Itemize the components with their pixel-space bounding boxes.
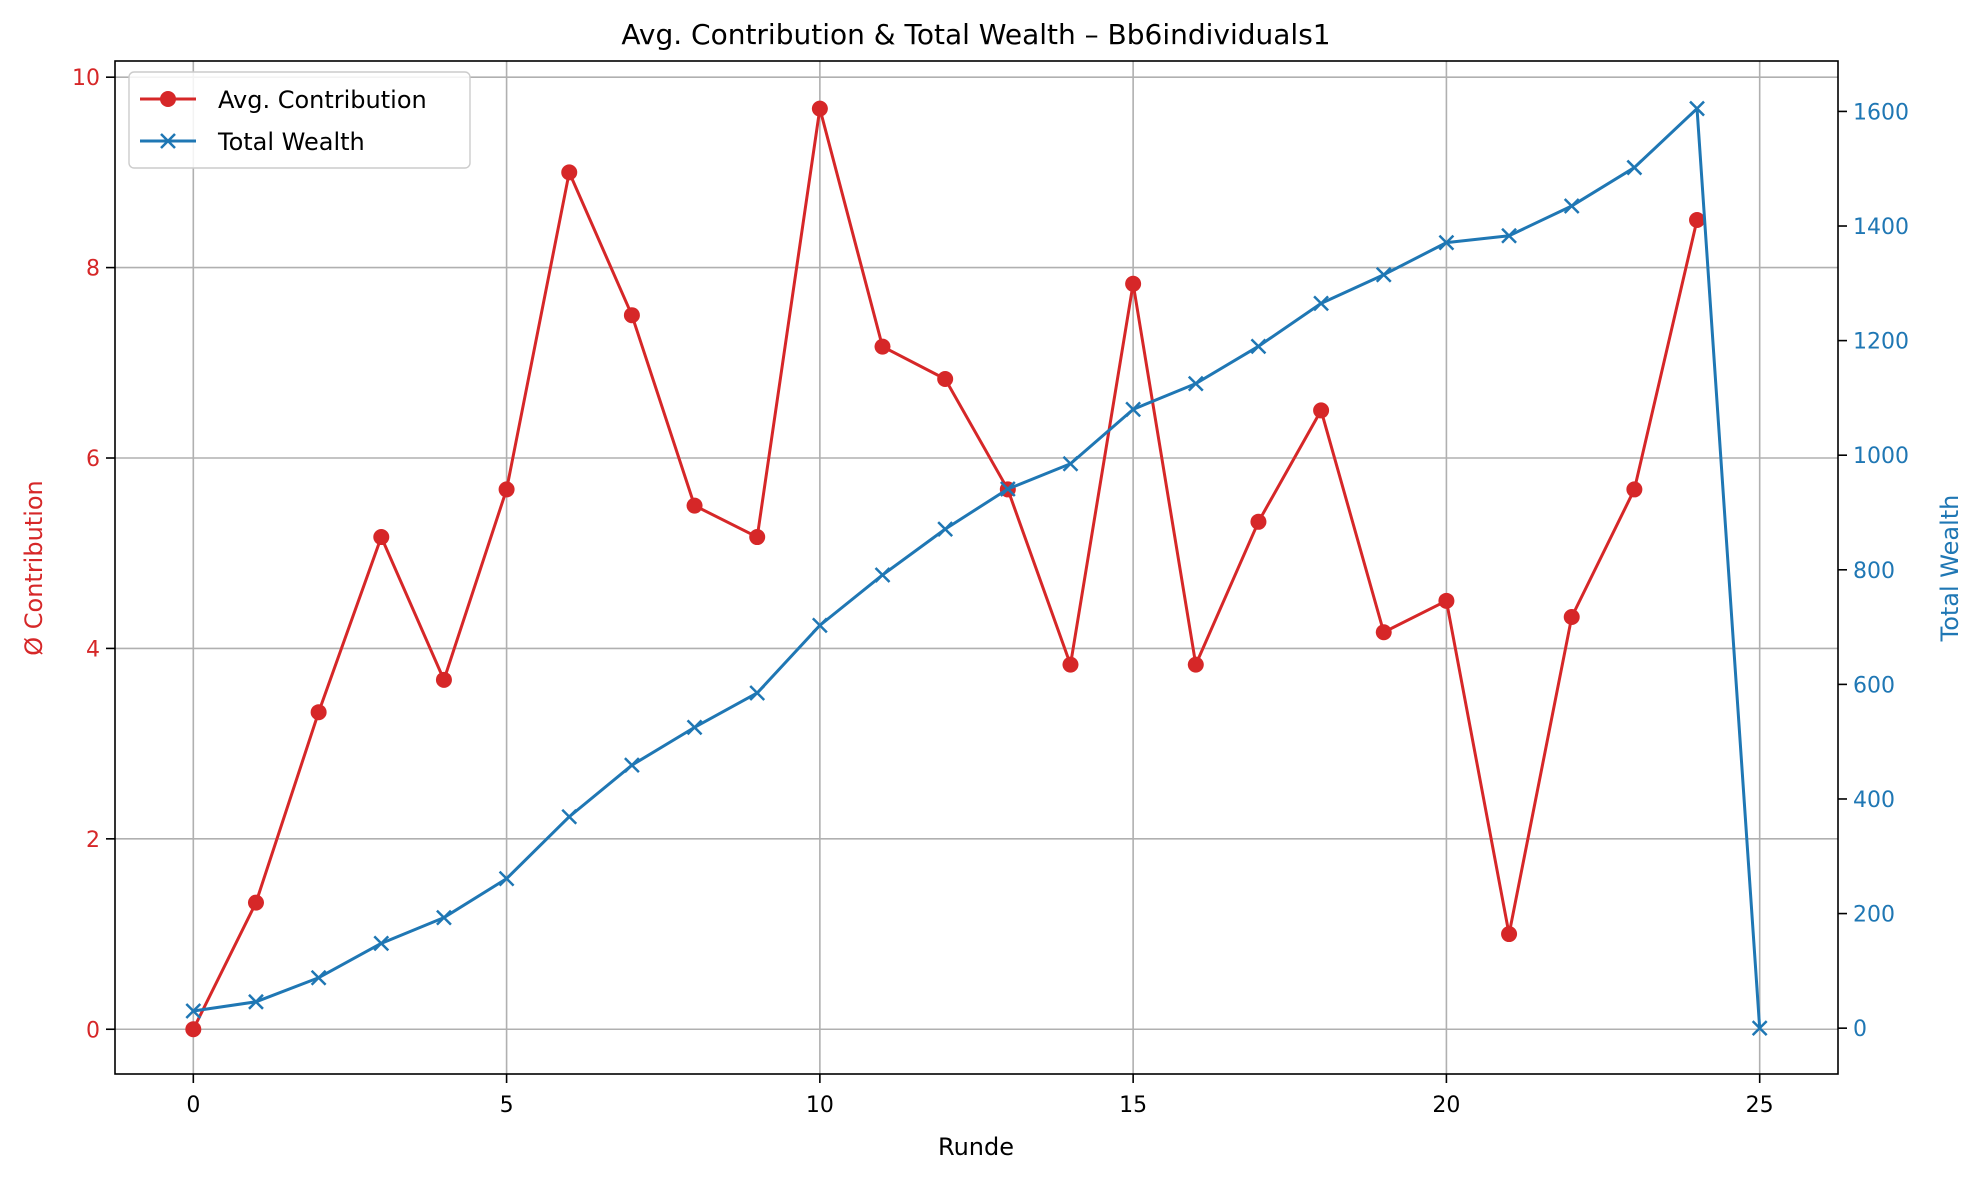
data-point-avg-contribution	[749, 529, 766, 546]
y-right-tick-label: 0	[1853, 1017, 1867, 1042]
data-point-avg-contribution	[937, 370, 954, 387]
data-point-avg-contribution	[561, 164, 578, 181]
data-point-total-wealth	[999, 481, 1016, 497]
y-axis-label-left: Ø Contribution	[20, 480, 48, 656]
data-point-total-wealth	[1250, 338, 1267, 355]
series-layer	[185, 100, 1768, 1038]
data-point-total-wealth	[1501, 227, 1517, 244]
y-right-tick-label: 800	[1853, 559, 1895, 584]
y-left-tick-label: 0	[86, 1018, 100, 1043]
data-point-total-wealth	[1313, 295, 1329, 312]
y-left-tick-label: 4	[86, 637, 100, 662]
data-point-avg-contribution	[874, 338, 891, 355]
data-point-total-wealth	[1626, 159, 1643, 176]
data-point-avg-contribution	[1563, 609, 1580, 626]
data-point-total-wealth	[874, 567, 891, 583]
data-point-total-wealth	[811, 617, 828, 634]
plot-frame	[114, 60, 1839, 1075]
x-tick-label: 20	[1432, 1093, 1460, 1118]
data-point-total-wealth	[373, 935, 390, 952]
data-point-avg-contribution	[1062, 656, 1079, 673]
data-point-total-wealth	[686, 719, 703, 736]
data-point-avg-contribution	[310, 704, 327, 721]
data-point-total-wealth	[1187, 375, 1204, 392]
x-tick-label: 10	[806, 1093, 834, 1118]
y-left-tick-label: 2	[86, 828, 100, 853]
legend-entry-total-wealth: Total Wealth	[140, 128, 365, 156]
legend-label-total-wealth: Total Wealth	[217, 128, 365, 156]
legend-marker-x	[160, 133, 176, 149]
data-point-avg-contribution	[1187, 656, 1204, 673]
data-point-avg-contribution	[1626, 481, 1643, 498]
y-axis-label-right: Total Wealth	[1936, 495, 1964, 643]
data-point-avg-contribution	[185, 1021, 202, 1038]
y-right-tick-label: 400	[1853, 788, 1895, 813]
data-point-avg-contribution	[1438, 592, 1455, 609]
y-right-tick-label: 600	[1853, 673, 1895, 698]
data-point-total-wealth	[1062, 455, 1079, 472]
y-right-tick-label: 200	[1853, 903, 1895, 928]
data-point-avg-contribution	[1250, 513, 1267, 530]
data-point-total-wealth	[185, 1003, 202, 1019]
x-tick-label: 15	[1119, 1093, 1147, 1118]
data-point-total-wealth	[1375, 266, 1392, 283]
data-point-total-wealth	[1438, 234, 1455, 251]
legend-label-avg-contribution: Avg. Contribution	[218, 86, 427, 114]
data-point-avg-contribution	[373, 529, 390, 546]
data-point-total-wealth	[1751, 1020, 1768, 1037]
y-left-tick-label: 8	[86, 257, 100, 282]
y-right-tick-label: 1400	[1853, 215, 1909, 240]
data-point-total-wealth	[749, 685, 766, 701]
y-right-tick-label: 1600	[1853, 100, 1909, 125]
data-point-avg-contribution	[498, 481, 515, 498]
series-line-total-wealth	[193, 107, 1762, 1029]
x-axis: 0 5 10 15 20 25	[186, 1074, 1774, 1118]
data-point-avg-contribution	[1689, 211, 1706, 228]
data-point-total-wealth	[624, 757, 640, 774]
data-point-total-wealth	[1125, 401, 1142, 418]
data-point-avg-contribution	[1125, 275, 1142, 292]
data-point-total-wealth	[248, 993, 264, 1010]
x-tick-label: 0	[186, 1093, 200, 1118]
y-axis-right: 0 200 400 600 800 1000 1200 1400 1600	[1838, 100, 1909, 1042]
data-point-total-wealth	[937, 521, 954, 537]
series-avg-contribution	[185, 100, 1706, 1038]
y-axis-left: 0 2 4 6 8 10	[72, 66, 115, 1043]
series-total-wealth	[185, 100, 1768, 1037]
data-point-avg-contribution	[435, 671, 452, 688]
x-tick-label: 5	[500, 1093, 514, 1118]
data-point-avg-contribution	[247, 894, 264, 911]
y-right-tick-label: 1000	[1853, 444, 1909, 469]
legend: Avg. Contribution Total Wealth	[128, 71, 471, 169]
data-point-total-wealth	[310, 969, 327, 986]
data-point-avg-contribution	[1375, 624, 1392, 641]
legend-box	[128, 71, 471, 169]
y-right-tick-label: 1200	[1853, 330, 1909, 355]
data-point-avg-contribution	[686, 497, 703, 514]
data-point-total-wealth	[436, 909, 452, 926]
y-left-tick-label: 6	[86, 447, 100, 472]
x-axis-label: Runde	[938, 1133, 1014, 1161]
data-point-total-wealth	[1563, 198, 1580, 214]
data-point-avg-contribution	[623, 307, 640, 324]
data-point-total-wealth	[1689, 100, 1705, 117]
data-point-total-wealth	[498, 870, 515, 887]
data-point-avg-contribution	[811, 100, 828, 117]
data-point-avg-contribution	[1313, 402, 1330, 419]
legend-marker-circle	[160, 91, 176, 107]
chart-title: Avg. Contribution & Total Wealth – Bb6in…	[621, 18, 1330, 51]
data-point-avg-contribution	[1501, 926, 1518, 943]
data-point-total-wealth	[561, 808, 578, 825]
x-tick-label: 25	[1746, 1093, 1774, 1118]
legend-entry-avg-contribution: Avg. Contribution	[140, 86, 427, 114]
y-left-tick-label: 10	[72, 66, 100, 91]
